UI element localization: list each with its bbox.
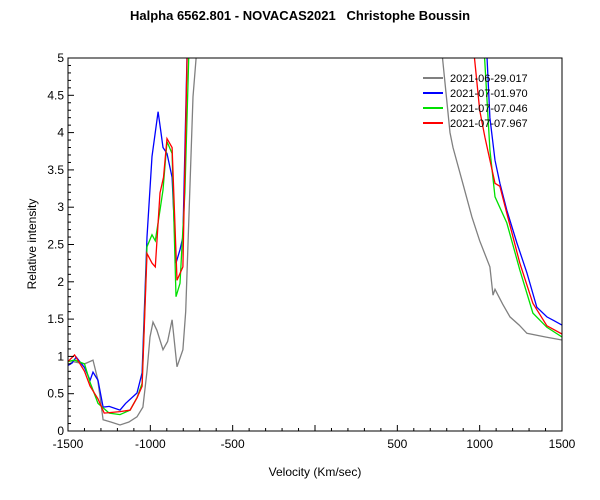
chart-title: Halpha 6562.801 - NOVACAS2021 Christophe… xyxy=(129,8,471,23)
y-tick-label: 3.5 xyxy=(47,163,64,177)
series-segment xyxy=(486,58,562,326)
x-tick-label: 500 xyxy=(387,437,407,451)
x-tick-label: -1000 xyxy=(135,437,166,451)
y-tick-label: 4.5 xyxy=(47,88,64,102)
y-tick-label: 4 xyxy=(57,126,64,140)
x-tick-label: 1000 xyxy=(466,437,493,451)
y-tick-label: 3 xyxy=(57,200,64,214)
legend-label: 2021-06-29.017 xyxy=(450,73,528,85)
series-segment xyxy=(68,58,188,414)
series-segment xyxy=(473,58,562,335)
series-line-0 xyxy=(69,58,562,426)
x-axis-label: Velocity (Km/sec) xyxy=(269,465,362,479)
y-tick-label: 0 xyxy=(57,424,64,438)
y-tick-label: 1.5 xyxy=(47,312,64,326)
series-segment xyxy=(483,58,562,338)
x-tick-label: 1500 xyxy=(549,437,576,451)
legend-label: 2021-07-01.970 xyxy=(450,88,528,100)
y-tick-label: 2.5 xyxy=(47,238,64,252)
y-axis-label: Relative intensity xyxy=(25,199,39,290)
x-tick-label: -1500 xyxy=(53,437,84,451)
y-tick-label: 1 xyxy=(57,349,64,363)
series-segment xyxy=(441,58,562,341)
legend: 2021-06-29.017 2021-07-01.970 2021-07-07.0… xyxy=(423,73,528,130)
series-segment xyxy=(68,58,190,416)
y-tick-label: 0.5 xyxy=(47,387,64,401)
y-tick-label: 2 xyxy=(57,275,64,289)
y-tick-label: 5 xyxy=(57,51,64,65)
legend-label: 2021-07-07.046 xyxy=(450,103,528,115)
series-segment xyxy=(68,58,188,411)
x-tick-label: -500 xyxy=(221,437,245,451)
series-segment xyxy=(69,58,197,426)
series-line-3 xyxy=(68,58,562,414)
legend-label: 2021-07-07.967 xyxy=(450,118,528,130)
